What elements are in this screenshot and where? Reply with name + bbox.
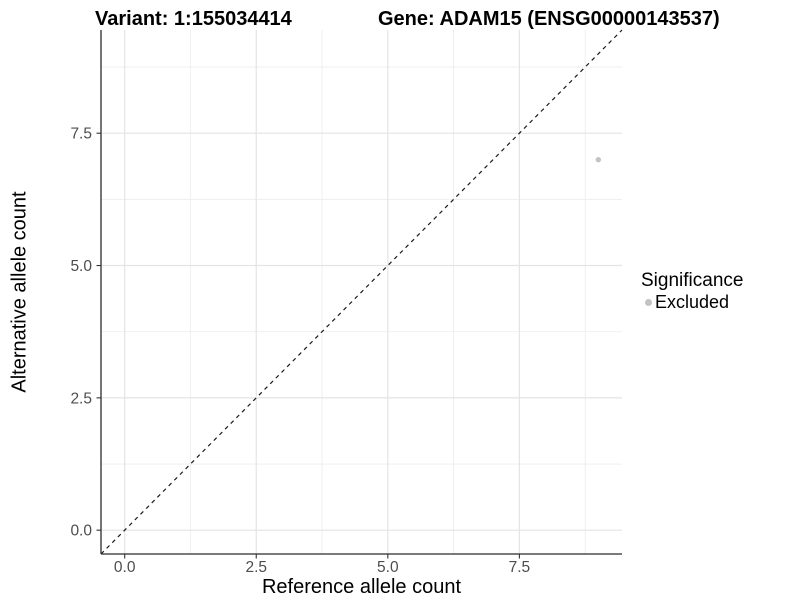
plot-title-gene: Gene: ADAM15 (ENSG00000143537): [378, 8, 720, 30]
x-tick-label: 7.5: [509, 559, 531, 576]
x-tick-label: 0.0: [114, 559, 136, 576]
data-point: [595, 156, 602, 163]
plot-title-variant: Variant: 1:155034414: [95, 8, 292, 30]
x-tick-label: 5.0: [377, 559, 399, 576]
x-axis-label: Reference allele count: [261, 576, 461, 598]
legend-entry-label: Excluded: [655, 292, 730, 312]
legend-entry-excluded: Excluded: [641, 291, 743, 313]
y-tick-label: 2.5: [70, 390, 92, 407]
y-tick-label: 0.0: [70, 523, 92, 540]
legend-title: Significance: [641, 270, 744, 291]
x-tick-label: 2.5: [245, 559, 267, 576]
y-tick-label: 7.5: [70, 126, 92, 143]
y-axis-label: Alternative allele count: [8, 191, 31, 393]
y-tick-label: 5.0: [70, 258, 92, 275]
legend: Significance Excluded: [641, 271, 743, 313]
legend-point-swatch: [645, 298, 652, 306]
identity-line: [100, 29, 623, 555]
